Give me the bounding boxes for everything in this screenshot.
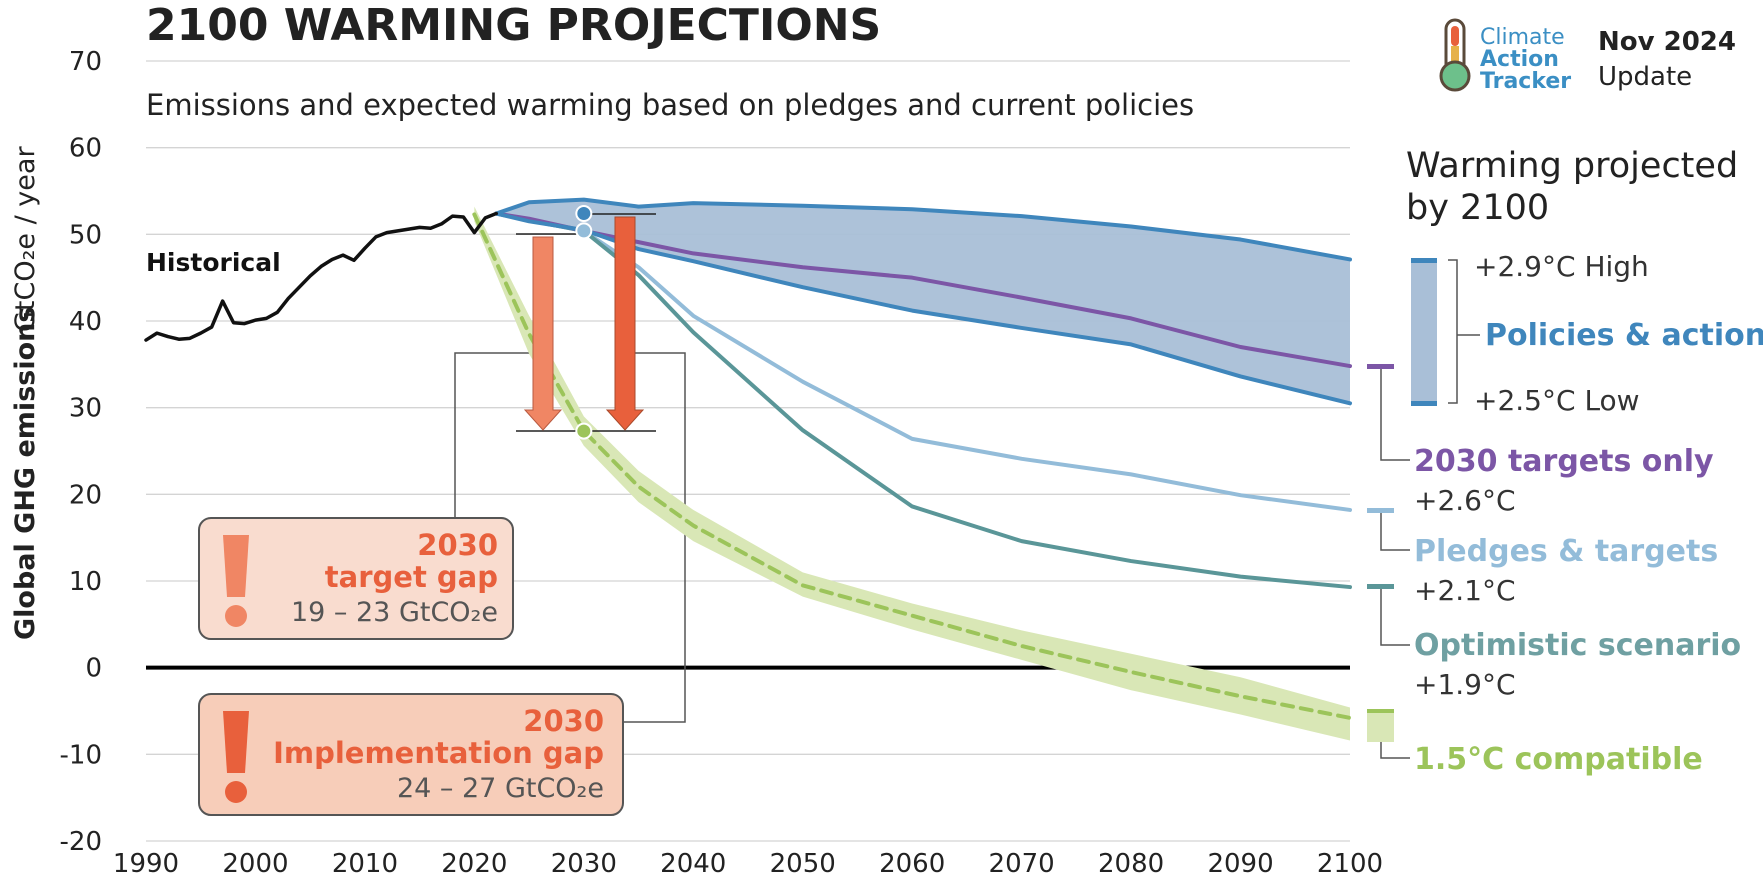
optimistic-end-marker bbox=[1367, 584, 1394, 589]
x-tick-label: 2100 bbox=[1317, 849, 1383, 878]
implementation-gap-year: 2030 bbox=[523, 704, 604, 738]
logo-line2: Action bbox=[1480, 47, 1559, 72]
compatible-end-marker bbox=[1367, 709, 1394, 713]
y-tick-label: 10 bbox=[69, 567, 102, 597]
side-title-line1: Warming projected bbox=[1406, 146, 1738, 186]
logo: Climate Action Tracker bbox=[1439, 18, 1571, 94]
optimistic-temp: +1.9°C bbox=[1414, 668, 1516, 701]
thermometer-icon bbox=[1439, 18, 1471, 92]
x-tick-label: 2070 bbox=[989, 849, 1055, 878]
policies-high-temp: +2.9°C High bbox=[1474, 250, 1649, 283]
target-gap-year: 2030 bbox=[417, 528, 498, 562]
policies-action-band bbox=[496, 199, 1351, 404]
marker-2030-pledges-targets bbox=[575, 222, 593, 240]
targets-end-marker bbox=[1367, 364, 1394, 369]
x-tick-label: 2040 bbox=[660, 849, 726, 878]
implementation-gap-panel bbox=[198, 693, 624, 816]
historical-label: Historical bbox=[146, 248, 281, 277]
marker-2030-policies-action bbox=[575, 205, 593, 223]
y-tick-label: 70 bbox=[69, 47, 102, 77]
target-gap-range: 19 – 23 GtCO₂e bbox=[291, 597, 498, 628]
chart-subtitle: Emissions and expected warming based on … bbox=[146, 88, 1194, 122]
x-tick-label: 2020 bbox=[441, 849, 507, 878]
series-line-1-5-c-compatible bbox=[472, 212, 1352, 720]
implementation-gap-leader bbox=[615, 352, 686, 723]
implementation-gap-title: Implementation gap bbox=[273, 736, 604, 770]
target-gap-title: target gap bbox=[325, 560, 498, 594]
series-layer bbox=[144, 197, 1352, 741]
gap-leader-lines bbox=[454, 352, 686, 723]
policies-low-temp: +2.5°C Low bbox=[1474, 384, 1640, 417]
pledges-temp: +2.1°C bbox=[1414, 574, 1516, 607]
x-tick-label: 2080 bbox=[1098, 849, 1164, 878]
end-markers bbox=[1367, 364, 1394, 742]
targets-temp: +2.6°C bbox=[1414, 484, 1516, 517]
y-tick-label: 30 bbox=[69, 394, 102, 424]
update-label: Update bbox=[1598, 62, 1692, 92]
scenario-leaders bbox=[1380, 369, 1410, 759]
chart-title: 2100 WARMING PROJECTIONS bbox=[146, 0, 881, 51]
policies-range-bracket bbox=[1448, 259, 1458, 404]
x-tick-label: 2060 bbox=[879, 849, 945, 878]
x-tick-label: 2010 bbox=[332, 849, 398, 878]
x-tick-label: 1990 bbox=[113, 849, 179, 878]
side-title-line2: by 2100 bbox=[1406, 188, 1549, 228]
x-tick-label: 2050 bbox=[770, 849, 836, 878]
gap-arrows bbox=[516, 213, 656, 432]
exclamation-icon bbox=[223, 535, 249, 627]
y-tick-label: 50 bbox=[69, 220, 102, 250]
marker-2030-1-5-c-compatible bbox=[575, 422, 593, 440]
series-line-policies-action-high bbox=[494, 197, 1352, 262]
y-tick-label: 0 bbox=[85, 654, 102, 684]
x-tick-label: 2030 bbox=[551, 849, 617, 878]
y-tick-label: 40 bbox=[69, 307, 102, 337]
pledges-label: Pledges & targets bbox=[1414, 534, 1718, 569]
x-tick-label: 2000 bbox=[222, 849, 288, 878]
y-tick-label: -20 bbox=[60, 827, 102, 857]
y-tick-label: 20 bbox=[69, 480, 102, 510]
implementation-gap-range: 24 – 27 GtCO₂e bbox=[397, 773, 604, 804]
implementation-gap-arrow bbox=[605, 216, 645, 431]
target-gap-box: 2030 target gap 19 – 23 GtCO₂e bbox=[198, 517, 514, 640]
compatible-uncertainty-band bbox=[474, 206, 1350, 741]
logo-line1: Climate bbox=[1480, 25, 1565, 50]
implementation-gap-box: 2030 Implementation gap 24 – 27 GtCO₂e bbox=[198, 693, 624, 816]
series-line-historical bbox=[144, 211, 499, 342]
series-line-policies-action-low bbox=[494, 211, 1352, 406]
target-gap-leader bbox=[454, 352, 546, 524]
optimistic-label: Optimistic scenario bbox=[1414, 628, 1741, 663]
policies-high-cap bbox=[1411, 258, 1437, 263]
policies-range-bar bbox=[1411, 258, 1480, 406]
compatible-end-band bbox=[1367, 710, 1394, 742]
logo-line3: Tracker bbox=[1480, 69, 1571, 94]
pledges-end-marker bbox=[1367, 508, 1394, 513]
targets-label: 2030 targets only bbox=[1414, 444, 1714, 479]
compatible-label: 1.5°C compatible bbox=[1414, 742, 1703, 777]
y-axis-label: Global GHG emissions bbox=[10, 307, 41, 640]
markers-2030 bbox=[575, 205, 593, 440]
update-date: Nov 2024 bbox=[1598, 27, 1736, 57]
target-gap-panel bbox=[198, 517, 514, 640]
target-gap-arrow bbox=[523, 236, 563, 431]
y-axis-title: Global GHG emissions GtCO₂e / year bbox=[10, 146, 41, 640]
x-tick-label: 2090 bbox=[1207, 849, 1273, 878]
policies-low-cap bbox=[1411, 401, 1437, 406]
y-axis-unit: GtCO₂e / year bbox=[10, 146, 41, 332]
y-tick-label: 60 bbox=[69, 134, 102, 164]
policies-range-fill bbox=[1411, 260, 1437, 405]
exclamation-icon bbox=[223, 711, 249, 803]
y-tick-label: -10 bbox=[60, 740, 102, 770]
policies-label: Policies & action bbox=[1485, 318, 1763, 353]
